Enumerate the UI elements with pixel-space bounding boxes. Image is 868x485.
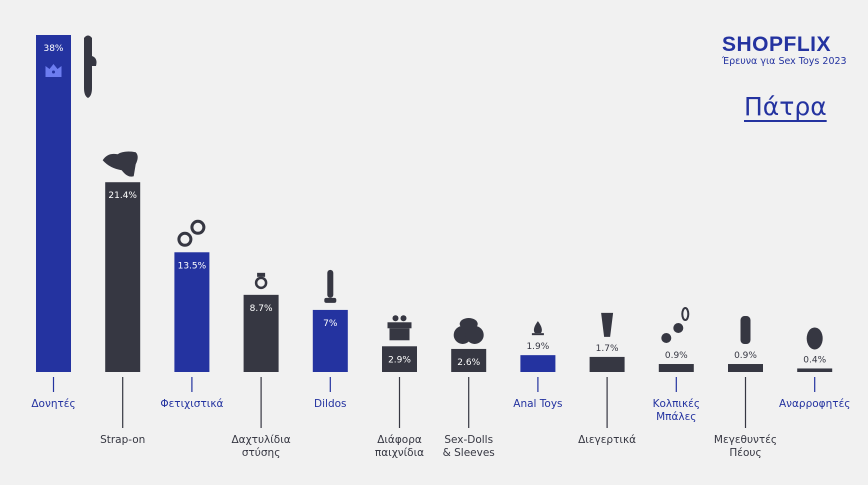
category-label-line: Αναρροφητές: [779, 398, 850, 410]
category-label: Φετιχιστικά: [160, 398, 223, 410]
survey-subtitle: Έρευνα για Sex Toys 2023: [722, 56, 847, 67]
category-label-line: Φετιχιστικά: [160, 398, 223, 410]
category-label: Μεγεθυντές Πέους: [714, 434, 777, 459]
category-label: Anal Toys: [513, 398, 562, 410]
category-label-line: Διεγερτικά: [578, 434, 636, 446]
bar-group: 2.6% Sex-Dolls & Sleeves: [443, 317, 495, 459]
category-label-line: Κολπικές: [653, 398, 700, 410]
bar: [728, 364, 763, 372]
suction-toy-icon: [806, 327, 823, 350]
category-label-line: & Sleeves: [443, 447, 495, 459]
vaginal-balls-icon: [661, 307, 690, 344]
bar: [174, 252, 210, 372]
data-label: 21.4%: [108, 191, 137, 201]
category-label: Αναρροφητές: [779, 398, 850, 410]
data-label: 7%: [323, 319, 338, 329]
penis-extender-icon: [740, 316, 751, 345]
category-label-line: Δαχτυλίδια: [231, 434, 290, 446]
category-label-line: Anal Toys: [513, 398, 562, 410]
bar-group: 1.9% Anal Toys: [513, 321, 563, 410]
city-title: Πάτρα: [744, 92, 827, 121]
strap-on-icon: [102, 151, 138, 177]
bar: [243, 294, 279, 372]
lubricant-icon: [601, 312, 614, 337]
category-label-line: Strap-on: [100, 434, 145, 446]
category-label: Δονητές: [31, 398, 75, 410]
category-label-line: Μπάλες: [656, 411, 696, 423]
data-label: 13.5%: [178, 261, 207, 271]
gift-icon: [387, 315, 412, 341]
bar: [382, 346, 417, 372]
bar-group: 1.7% Διεγερτικά: [578, 312, 636, 446]
category-label: Strap-on: [100, 434, 145, 446]
data-label: 0.9%: [665, 351, 688, 361]
vibrator-icon: [84, 35, 97, 98]
category-label-line: παιχνίδια: [375, 447, 424, 459]
category-label-line: στύσης: [242, 447, 281, 459]
anal-plug-icon: [531, 321, 544, 336]
bar-group: 13.5% Φετιχιστικά: [160, 219, 224, 410]
bar: [520, 355, 556, 372]
bar: [105, 182, 141, 372]
bar-group: 0.9% Κολπικές Μπάλες: [653, 307, 700, 423]
category-label-line: Πέους: [729, 447, 761, 459]
bar: [658, 364, 694, 372]
data-label: 0.9%: [734, 351, 757, 361]
category-label-line: Δονητές: [31, 398, 75, 410]
data-label: 8.7%: [250, 304, 273, 314]
category-label-line: Διάφορα: [377, 434, 422, 446]
bar-group: 8.7% Δαχτυλίδια στύσης: [231, 272, 291, 459]
category-label-line: Sex-Dolls: [444, 434, 493, 446]
handcuffs-icon: [177, 219, 206, 247]
data-label: 2.9%: [388, 355, 411, 365]
bar-group: 21.4% Strap-on: [100, 151, 145, 446]
crown-icon: [45, 64, 62, 77]
data-label: 0.4%: [803, 355, 826, 365]
bar: [312, 309, 348, 372]
sex-doll-icon: [453, 317, 484, 344]
category-label: Κολπικές Μπάλες: [653, 398, 700, 423]
category-label: Dildos: [314, 398, 346, 410]
category-label: Sex-Dolls & Sleeves: [443, 434, 495, 459]
bar-group: 0.4% Αναρροφητές: [779, 327, 850, 410]
ring-icon: [254, 272, 268, 290]
bar: [797, 368, 833, 372]
category-label: Διεγερτικά: [578, 434, 636, 446]
data-label: 2.6%: [457, 358, 480, 368]
category-label-line: Dildos: [314, 398, 346, 410]
shopflix-logo: SHOPFLIX: [722, 33, 832, 56]
dildo-icon: [324, 269, 337, 303]
bar-group: 7% Dildos: [312, 269, 348, 410]
data-label: 38%: [43, 44, 63, 54]
bar-group: 0.9% Μεγεθυντές Πέους: [714, 316, 777, 459]
data-label: 1.7%: [596, 344, 619, 354]
bar: [36, 35, 71, 372]
category-label: Διάφορα παιχνίδια: [375, 434, 424, 459]
category-label: Δαχτυλίδια στύσης: [231, 434, 290, 459]
data-label: 1.9%: [526, 342, 549, 352]
bar-group: 38% Δονητές: [31, 35, 97, 410]
bar: [589, 356, 625, 372]
bar: [451, 348, 487, 372]
category-label-line: Μεγεθυντές: [714, 434, 777, 446]
bar-group: 2.9% Διάφορα παιχνίδια: [375, 315, 424, 459]
